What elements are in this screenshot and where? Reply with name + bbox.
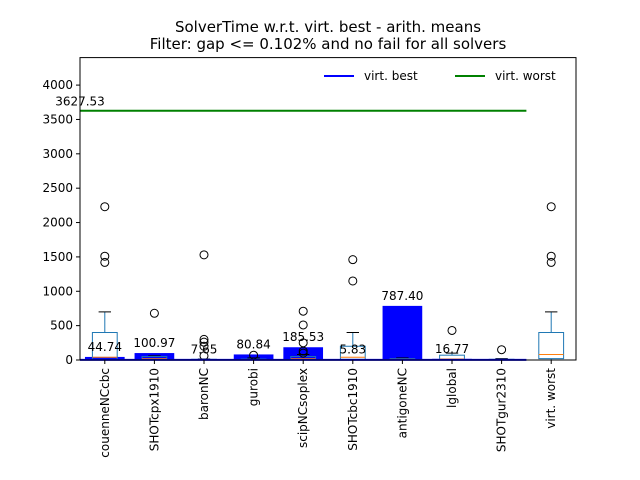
outlier-point bbox=[348, 255, 358, 265]
bar-label-0: 44.74 bbox=[88, 340, 122, 354]
y-tick-label: 500 bbox=[50, 319, 73, 333]
outlier-point bbox=[199, 250, 209, 260]
outlier-point bbox=[100, 257, 110, 267]
bar-label-3: 80.84 bbox=[236, 337, 270, 351]
outlier-point bbox=[100, 202, 110, 212]
bar-3 bbox=[233, 354, 274, 360]
y-tick-label: 2000 bbox=[42, 216, 73, 230]
outlier-point bbox=[546, 202, 556, 212]
legend-entry: virt. best bbox=[364, 69, 418, 83]
outlier-point bbox=[149, 308, 159, 318]
y-tick-label: 0 bbox=[65, 353, 73, 367]
x-tick-label: lglobal bbox=[445, 368, 459, 408]
outlier-point bbox=[497, 345, 507, 355]
bar-label-6: 787.40 bbox=[381, 289, 423, 303]
outlier-point bbox=[348, 276, 358, 286]
boxplot-1 bbox=[141, 308, 168, 361]
outlier-point bbox=[298, 348, 308, 358]
chart-subtitle: Filter: gap <= 0.102% and no fail for al… bbox=[150, 35, 507, 53]
outlier-point bbox=[447, 325, 457, 335]
y-tick-label: 3500 bbox=[42, 112, 73, 126]
bar-6 bbox=[382, 305, 423, 360]
y-tick-label: 1000 bbox=[42, 284, 73, 298]
boxplot-9 bbox=[538, 202, 565, 361]
plot-area: 44.74 100.97 7.65 80.84 185.53 5.83 787.40 16.7… bbox=[55, 95, 565, 361]
y-tick-label: 4000 bbox=[42, 78, 73, 92]
legend-entry: virt. worst bbox=[495, 69, 556, 83]
x-tick-label: antigoneNC bbox=[395, 368, 409, 438]
bar-0 bbox=[84, 356, 125, 360]
outlier-point bbox=[298, 306, 308, 316]
boxplot-0 bbox=[91, 202, 118, 361]
x-tick-label: SHOTcbc1910 bbox=[346, 368, 360, 451]
chart-title: SolverTime w.r.t. virt. best - arith. me… bbox=[175, 18, 481, 36]
x-tick-label: baronNC bbox=[197, 368, 211, 420]
y-tick-label: 3000 bbox=[42, 147, 73, 161]
outlier-point bbox=[298, 338, 308, 348]
y-tick-label: 1500 bbox=[42, 250, 73, 264]
x-tick-label: couenneNCcbc bbox=[98, 368, 112, 458]
outlier-point bbox=[546, 251, 556, 261]
plot-frame bbox=[79, 57, 577, 361]
outlier-point bbox=[199, 334, 209, 344]
x-tick-label: virt. worst bbox=[544, 368, 558, 429]
legend: virt. best virt. worst bbox=[324, 69, 556, 83]
bar-label-2: 7.65 bbox=[191, 342, 218, 356]
x-tick-label: gurobi bbox=[247, 368, 261, 406]
bar-label-7: 16.77 bbox=[435, 342, 469, 356]
outlier-point bbox=[546, 257, 556, 267]
bar-label-1: 100.97 bbox=[133, 336, 175, 350]
y-tick-label: 2500 bbox=[42, 181, 73, 195]
boxplot-box bbox=[538, 332, 565, 360]
boxplot-4 bbox=[290, 306, 317, 361]
outlier-point bbox=[100, 251, 110, 261]
x-tick-label: SHOTcpx1910 bbox=[147, 368, 161, 451]
outlier-point bbox=[199, 337, 209, 347]
outlier-point bbox=[298, 320, 308, 330]
boxplot-8 bbox=[488, 345, 515, 361]
x-tick-label: SHOTgur2310 bbox=[495, 368, 509, 452]
bar-label-4: 185.53 bbox=[282, 330, 324, 344]
bar-label-5: 5.83 bbox=[339, 343, 366, 357]
outlier-point bbox=[199, 341, 209, 351]
x-tick-label: scipNCsoplex bbox=[296, 368, 310, 448]
